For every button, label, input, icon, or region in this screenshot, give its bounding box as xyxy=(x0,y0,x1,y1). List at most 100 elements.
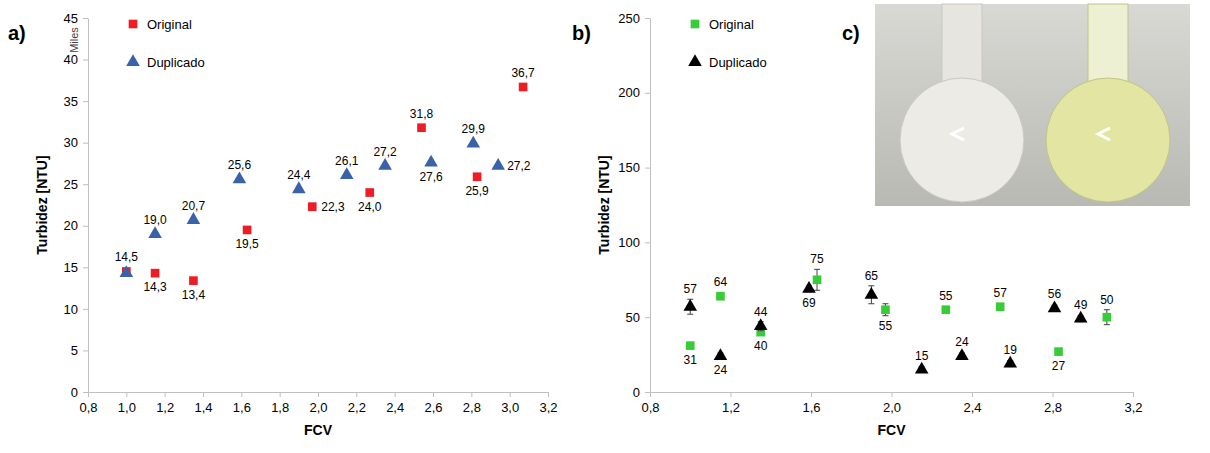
point xyxy=(473,172,482,181)
data-label: 29,9 xyxy=(462,122,486,136)
point xyxy=(813,275,822,284)
legend: OriginalDuplicado xyxy=(688,17,767,70)
point xyxy=(148,226,162,238)
tick: 2,6 xyxy=(424,392,442,415)
tick: 250 xyxy=(618,11,650,26)
tick: 2,0 xyxy=(309,392,327,415)
point xyxy=(996,302,1005,311)
legend: Original Duplicado xyxy=(126,17,205,70)
tick-mark xyxy=(126,392,127,397)
data-label: 57 xyxy=(993,286,1007,300)
tick: 40 xyxy=(64,52,88,67)
tick-label: 0,8 xyxy=(79,400,97,415)
point xyxy=(1103,313,1112,322)
page: 0,81,01,21,41,61,82,02,22,42,62,83,03,20… xyxy=(0,0,1210,453)
tick: 10 xyxy=(64,302,88,317)
data-label: 24,4 xyxy=(287,168,311,182)
data-label: 36,7 xyxy=(511,66,535,80)
tick: 2,4 xyxy=(386,392,404,415)
tick-label: 0 xyxy=(71,385,78,400)
tick-mark xyxy=(83,309,88,310)
canvas: 0,81,01,21,41,61,82,02,22,42,62,83,03,20… xyxy=(0,0,1210,453)
x-axis-title: FCV xyxy=(304,422,333,438)
data-label: 31 xyxy=(684,353,698,367)
legend-label: Duplicado xyxy=(147,55,205,70)
tick: 1,2 xyxy=(722,392,740,415)
data-label: 15 xyxy=(915,349,929,363)
tick-label: 45 xyxy=(64,11,78,26)
data-label: 19,5 xyxy=(235,237,259,251)
tick-label: 1,2 xyxy=(156,400,174,415)
point xyxy=(802,281,816,293)
point xyxy=(378,158,392,170)
point xyxy=(151,269,160,278)
tick-mark xyxy=(645,18,650,19)
legend-marker xyxy=(126,54,140,66)
tick-label: 10 xyxy=(64,302,78,317)
tick: 2,8 xyxy=(463,392,481,415)
tick-label: 1,0 xyxy=(118,400,136,415)
legend-label: Original xyxy=(709,17,754,32)
point xyxy=(915,362,929,374)
tick-label: 15 xyxy=(64,260,78,275)
tick-label: 200 xyxy=(618,85,640,100)
tick-label: 1,6 xyxy=(802,400,820,415)
tick-label: 25 xyxy=(64,177,78,192)
tick-mark xyxy=(318,392,319,397)
data-label: 57 xyxy=(684,282,698,296)
tick: 2,8 xyxy=(1044,392,1062,415)
tick-label: 40 xyxy=(64,52,78,67)
axis-line xyxy=(88,19,89,393)
data-label: 56 xyxy=(1048,287,1062,301)
tick-label: 150 xyxy=(618,160,640,175)
data-labels: 14,514,313,419,522,324,031,825,936,719,0… xyxy=(115,66,535,302)
y-axis-title: Turbidez [NTU] xyxy=(596,155,612,254)
point xyxy=(1003,356,1017,368)
tick-label: 1,4 xyxy=(194,400,212,415)
data-label: 64 xyxy=(714,275,728,289)
tick-mark xyxy=(83,267,88,268)
data-label: 19 xyxy=(1004,343,1018,357)
tick: 30 xyxy=(64,135,88,150)
series xyxy=(686,269,1111,356)
data-label: 49 xyxy=(1074,298,1088,312)
tick-label: 3,2 xyxy=(539,400,557,415)
tick: 1,0 xyxy=(118,392,136,415)
point xyxy=(683,299,697,311)
tick: 2,2 xyxy=(348,392,366,415)
data-label: 13,4 xyxy=(182,288,206,302)
tick-mark xyxy=(395,392,396,397)
tick: 5 xyxy=(71,343,88,358)
tick: 200 xyxy=(618,85,650,100)
tick: 150 xyxy=(618,160,650,175)
tick-mark xyxy=(83,101,88,102)
point xyxy=(187,212,201,224)
tick-mark xyxy=(83,60,88,61)
data-label: 31,8 xyxy=(410,107,434,121)
data-label: 44 xyxy=(754,305,768,319)
data-label: 75 xyxy=(810,252,824,266)
point xyxy=(686,341,695,350)
photo-background xyxy=(875,4,1190,206)
tick: 2,4 xyxy=(963,392,981,415)
marks xyxy=(120,83,528,285)
x-axis-title: FCV xyxy=(878,422,907,438)
legend-label: Original xyxy=(147,17,192,32)
data-labels: 31644075555557275057244469651524195649 xyxy=(684,252,1114,377)
tick-mark xyxy=(83,350,88,351)
point xyxy=(417,123,426,132)
tick-label: 0,8 xyxy=(641,400,659,415)
tick: 45 xyxy=(64,11,88,26)
tick-mark xyxy=(165,392,166,397)
tick: 35 xyxy=(64,94,88,109)
point xyxy=(233,171,247,183)
point xyxy=(1074,311,1088,323)
tick-mark xyxy=(645,317,650,318)
tick: 1,6 xyxy=(802,392,820,415)
y-axis: 051015202530354045 xyxy=(64,11,89,400)
tick-mark xyxy=(280,392,281,397)
marks xyxy=(683,269,1111,373)
tick: 15 xyxy=(64,260,88,275)
tick-label: 3,0 xyxy=(501,400,519,415)
series xyxy=(683,281,1087,374)
